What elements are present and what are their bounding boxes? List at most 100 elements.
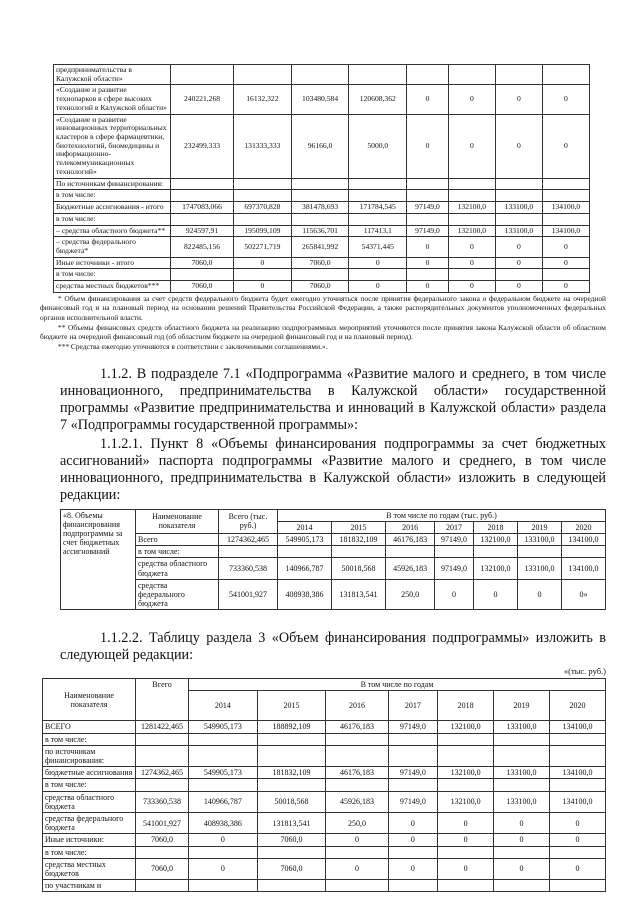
value-cell: 0 — [473, 578, 518, 611]
value-cell — [348, 189, 408, 203]
value-cell: 97149,0 — [406, 224, 449, 238]
value-cell — [188, 879, 258, 893]
value-cell: 103480,584 — [290, 84, 350, 115]
value-cell: 46176,183 — [325, 720, 389, 734]
value-cell: 0 — [447, 256, 496, 270]
value-cell: 97149,0 — [387, 790, 439, 813]
row-label: – средства федерального бюджета* — [53, 236, 171, 258]
row-label: средства местных бюджетов*** — [53, 280, 171, 293]
value-cell: 250,0 — [385, 578, 436, 611]
value-cell — [447, 177, 496, 191]
row-label: бюджетные ассигнования — [42, 766, 136, 780]
table-row: средства местных бюджетов*** 7060,0 0 7060,… — [53, 280, 591, 293]
value-cell: 7060,0 — [290, 256, 350, 270]
value-cell: 45926,183 — [325, 790, 389, 813]
funding-table-continued: предпринимательства в Калужской области»… — [53, 63, 591, 293]
value-cell: 16132,322 — [233, 84, 292, 115]
table-row: в том числе: — [42, 778, 606, 792]
value-cell: 541001,927 — [135, 811, 189, 835]
value-cell: 0 — [406, 84, 449, 115]
value-cell: 115636,701 — [290, 224, 350, 238]
value-cell: 131813,541 — [331, 578, 387, 611]
table-row: в том числе: — [53, 268, 591, 282]
value-cell: 0 — [387, 857, 439, 881]
value-cell: 181832,109 — [331, 532, 387, 547]
table-row: средства областного бюджета 733360,538 140… — [61, 557, 607, 580]
value-cell: 134100,0 — [560, 532, 607, 547]
value-cell — [549, 778, 606, 792]
value-cell: 133100,0 — [494, 201, 543, 214]
value-cell — [256, 778, 327, 792]
header-name: Наименование показателя — [135, 508, 219, 534]
value-cell: 924597,91 — [169, 224, 235, 238]
table-row: предпринимательства в Калужской области» — [53, 63, 591, 86]
value-cell: 0 — [541, 84, 591, 115]
table-row: в том числе: — [61, 545, 607, 559]
row-label: По источникам финансирования: — [53, 177, 171, 191]
value-cell: 97149,0 — [434, 532, 475, 547]
row-label: в том числе: — [135, 545, 219, 559]
value-cell: 0 — [447, 280, 496, 293]
row-label: в том числе: — [42, 845, 136, 859]
value-cell: 0 — [447, 236, 496, 258]
table-row: по источникам финансирования: — [42, 744, 606, 768]
value-cell — [387, 778, 439, 792]
row-label: в том числе: — [53, 268, 171, 282]
value-cell — [256, 744, 327, 768]
value-cell — [437, 845, 495, 859]
value-cell: 133100,0 — [494, 224, 543, 238]
value-cell — [387, 744, 439, 768]
row-label: в том числе: — [42, 732, 136, 746]
value-cell: 0 — [233, 280, 292, 293]
value-cell: 502271,719 — [233, 236, 292, 258]
value-cell: 1281422,465 — [135, 720, 189, 734]
value-cell: 0 — [325, 833, 389, 847]
value-cell: 0 — [494, 84, 543, 115]
value-cell — [493, 879, 550, 893]
value-cell: 50018,568 — [331, 557, 387, 580]
row-label: Иные источники - итого — [53, 256, 171, 270]
value-cell: 0 — [494, 236, 543, 258]
value-cell: 132100,0 — [473, 532, 518, 547]
value-cell: 0 — [493, 833, 550, 847]
value-cell: 50018,568 — [256, 790, 327, 813]
year-header: 2018 — [437, 690, 495, 722]
value-cell: 0 — [406, 236, 449, 258]
value-cell — [437, 778, 495, 792]
table-row: по участникам и — [42, 879, 606, 893]
value-cell — [325, 732, 389, 746]
value-cell — [169, 177, 235, 191]
value-cell — [348, 212, 408, 226]
value-cell — [494, 268, 543, 282]
value-cell: 134100,0 — [541, 224, 591, 238]
year-header: 2020 — [560, 520, 607, 534]
value-cell — [406, 189, 449, 203]
value-cell — [541, 268, 591, 282]
value-cell: 0 — [437, 833, 495, 847]
table-row: Всего 1274362,465 549905,173 181832,109 4617… — [61, 532, 607, 547]
value-cell: 381478,693 — [290, 201, 350, 214]
value-cell — [135, 879, 189, 893]
value-cell — [233, 212, 292, 226]
value-cell — [290, 177, 350, 191]
value-cell: 0 — [387, 833, 439, 847]
value-cell — [169, 63, 235, 86]
value-cell: 0 — [494, 280, 543, 293]
value-cell — [437, 744, 495, 768]
table-row: в том числе: — [53, 189, 591, 203]
value-cell: 0 — [541, 280, 591, 293]
row-label: предпринимательства в Калужской области» — [53, 63, 171, 86]
table-row: средства федерального бюджета 541001,927 4… — [42, 811, 606, 835]
table-row: Иные источники: 7060,0 0 7060,0 0 0 0 0 0 — [42, 833, 606, 847]
value-cell: 408938,386 — [188, 811, 258, 835]
value-cell — [549, 845, 606, 859]
header-years: В том числе по годам (тыс. руб.) — [277, 508, 606, 522]
value-cell: 0 — [434, 578, 475, 611]
table-row: «Создание и развитие инновационных терри… — [53, 113, 591, 179]
value-cell: 132100,0 — [437, 720, 495, 734]
value-cell: 46176,183 — [385, 532, 436, 547]
subprogram-funding-table: Наименование показателя Всего В том числ… — [42, 678, 606, 893]
value-cell: 134100,0 — [549, 766, 606, 780]
value-cell — [325, 879, 389, 893]
footnote-1: * Объем финансирования за счет средств ф… — [40, 293, 606, 323]
